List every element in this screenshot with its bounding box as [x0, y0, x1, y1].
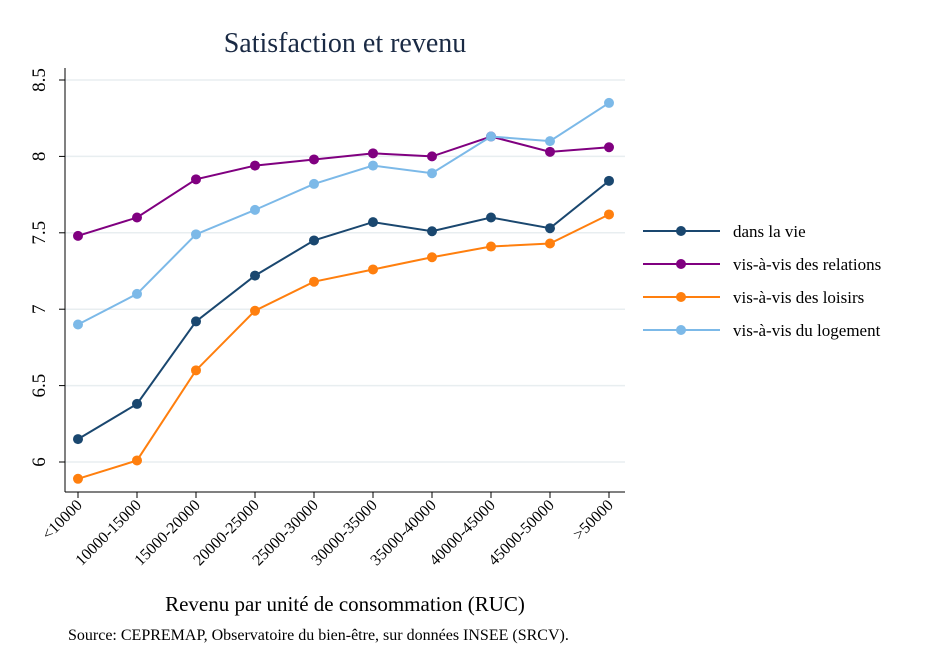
data-point	[427, 226, 437, 237]
data-point	[132, 212, 142, 223]
legend-marker	[676, 259, 686, 269]
y-tick-label: 7	[29, 304, 50, 314]
data-point	[604, 209, 614, 220]
legend-marker	[676, 292, 686, 302]
y-tick-label: 7.5	[29, 221, 50, 245]
data-point	[250, 160, 260, 171]
data-point	[368, 217, 378, 228]
legend-label: vis-à-vis des relations	[733, 255, 881, 274]
data-point	[73, 434, 83, 445]
source-note: Source: CEPREMAP, Observatoire du bien-ê…	[68, 627, 569, 644]
y-tick-label: 6	[29, 457, 50, 467]
data-point	[309, 235, 319, 246]
legend-marker	[676, 226, 686, 236]
data-point	[486, 212, 496, 223]
data-point	[191, 174, 201, 185]
data-point	[250, 305, 260, 316]
legend-label: dans la vie	[733, 222, 806, 241]
data-point	[309, 154, 319, 165]
series-line	[77, 213, 610, 480]
data-point	[545, 146, 555, 157]
y-tick-label: 6.5	[29, 374, 50, 398]
data-point	[368, 148, 378, 159]
data-point	[368, 160, 378, 171]
series-line	[77, 102, 610, 326]
chart-title: Satisfaction et revenu	[224, 28, 467, 59]
series-line	[77, 180, 610, 440]
data-point	[604, 142, 614, 153]
y-tick-label: 8	[29, 152, 50, 162]
data-point	[132, 455, 142, 466]
data-point	[486, 241, 496, 252]
data-point	[191, 229, 201, 240]
data-point	[250, 270, 260, 281]
data-point	[132, 288, 142, 299]
x-tick-label: <10000	[39, 497, 86, 544]
legend-label: vis-à-vis des loisirs	[733, 288, 864, 307]
data-point	[73, 473, 83, 484]
data-point	[545, 223, 555, 234]
legend-label: vis-à-vis du logement	[733, 321, 881, 340]
data-point	[545, 136, 555, 147]
data-point	[604, 97, 614, 108]
data-point	[486, 131, 496, 142]
x-axis-label: Revenu par unité de consommation (RUC)	[165, 592, 525, 616]
y-tick-label: 8.5	[29, 68, 50, 92]
data-point	[427, 151, 437, 162]
series-line	[77, 135, 610, 237]
data-point	[191, 365, 201, 376]
data-point	[427, 252, 437, 263]
data-point	[309, 276, 319, 287]
data-point	[73, 230, 83, 241]
data-point	[604, 175, 614, 186]
data-point	[250, 204, 260, 215]
data-point	[73, 319, 83, 330]
data-point	[309, 178, 319, 189]
data-point	[191, 316, 201, 327]
legend-marker	[676, 325, 686, 335]
data-point	[427, 168, 437, 179]
x-tick-label: >50000	[570, 497, 617, 544]
data-point	[545, 238, 555, 249]
data-point	[132, 398, 142, 409]
data-point	[368, 264, 378, 275]
